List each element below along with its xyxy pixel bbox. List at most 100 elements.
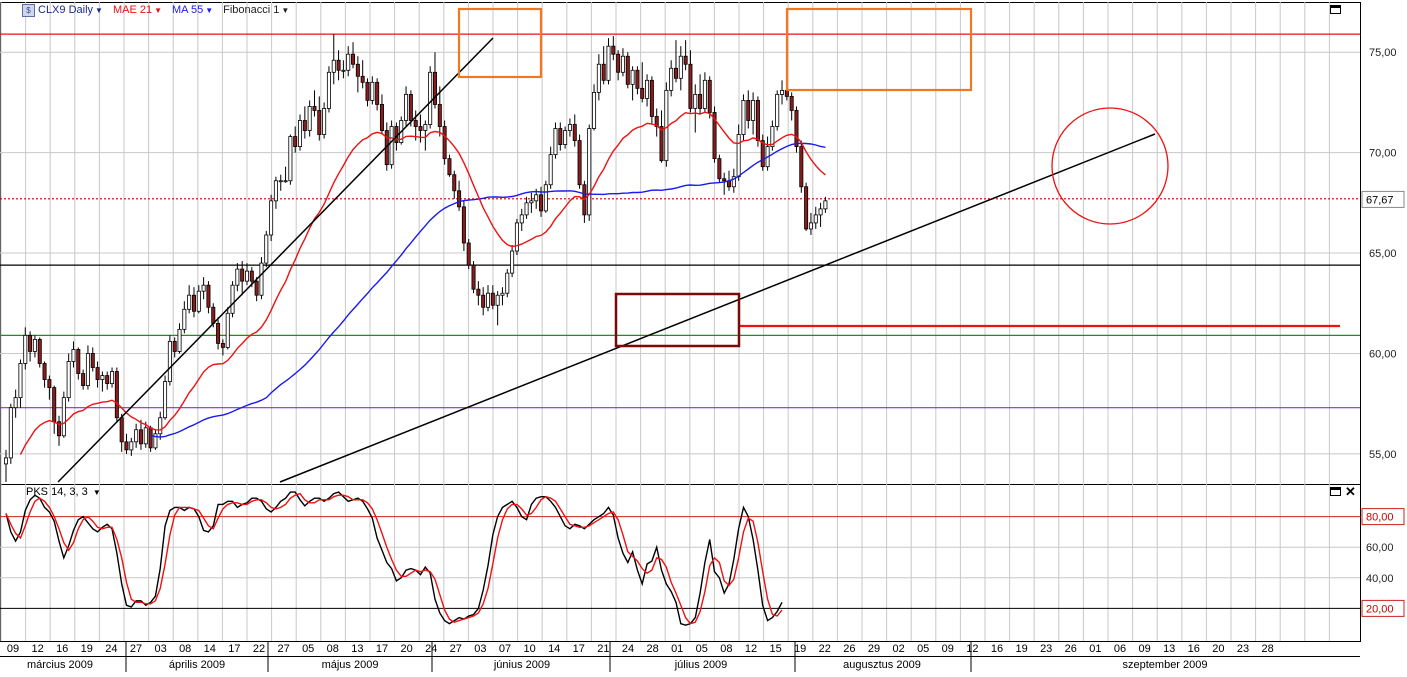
oscillator-tick-label: 80,00 <box>1366 512 1394 524</box>
candle-body <box>688 63 693 109</box>
candle-body <box>61 397 66 437</box>
candle-body <box>211 306 216 324</box>
fibonacci-selector[interactable]: Fibonacci 1 ▼ <box>223 4 289 16</box>
candle-body <box>495 294 500 306</box>
ma-label: MA 55 <box>172 4 204 16</box>
day-tick-label: 07 <box>499 643 511 655</box>
candle-body <box>8 407 13 459</box>
candle-body <box>799 146 804 188</box>
oscillator-close-icon[interactable]: ✕ <box>1345 484 1356 499</box>
price-tick-label: 65,00 <box>1369 248 1397 260</box>
candle-body <box>461 206 466 244</box>
trendline-support <box>279 133 1156 483</box>
candle-body <box>678 55 683 79</box>
candle-body <box>548 154 553 186</box>
day-tick-label: 26 <box>1065 643 1077 655</box>
day-tick-label: 01 <box>671 643 683 655</box>
candle-body <box>259 262 264 296</box>
price-pane-maximize-button[interactable] <box>1330 5 1341 14</box>
candle-body <box>616 53 621 73</box>
day-tick-label: 15 <box>769 643 781 655</box>
candle-body <box>577 140 582 186</box>
candle-body <box>606 45 611 81</box>
symbol-label: CLX9 Daily <box>38 4 94 16</box>
candle-body <box>375 81 380 105</box>
candle-body <box>283 180 288 183</box>
candle-body <box>693 93 698 109</box>
month-label: március 2009 <box>27 659 93 671</box>
candle-body <box>519 214 524 224</box>
oscillator-maximize-button[interactable] <box>1330 487 1341 496</box>
candle-body <box>794 110 799 147</box>
candle-body <box>505 272 510 294</box>
candle-body <box>81 373 86 386</box>
day-tick-label: 13 <box>351 643 363 655</box>
month-label: május 2009 <box>322 659 379 671</box>
candle-body <box>317 110 322 135</box>
candle-body <box>558 128 563 145</box>
candle-body <box>360 75 365 83</box>
day-tick-label: 23 <box>1040 643 1052 655</box>
day-tick-label: 14 <box>204 643 216 655</box>
day-tick-label: 08 <box>327 643 339 655</box>
candle-body <box>770 126 775 148</box>
candle-body <box>216 322 221 344</box>
candle-body <box>524 202 529 216</box>
candle-body <box>196 290 201 312</box>
candle-body <box>167 341 172 382</box>
candle-body <box>760 140 765 168</box>
day-tick-label: 24 <box>425 643 437 655</box>
candle-body <box>47 379 52 389</box>
candle-body <box>741 100 746 135</box>
candle-body <box>114 371 119 419</box>
day-tick-label: 12 <box>966 643 978 655</box>
oscillator-selector[interactable]: PKS 14, 3, 3 ▼ <box>26 486 101 498</box>
candle-body <box>471 264 476 290</box>
trendline-rise <box>57 37 494 483</box>
candle-body <box>664 89 669 162</box>
symbol-selector[interactable]: CLX9 Daily ▼ <box>38 4 103 16</box>
day-tick-label: 09 <box>942 643 954 655</box>
candle-body <box>52 387 57 423</box>
candle-body <box>683 55 688 65</box>
candle-body <box>105 375 110 384</box>
day-tick-label: 17 <box>376 643 388 655</box>
last-price-box <box>1361 190 1405 208</box>
candle-body <box>635 69 640 89</box>
candle-body <box>351 53 356 65</box>
candle-body <box>539 194 544 212</box>
candle-body <box>466 242 471 266</box>
day-tick-label: 05 <box>917 643 929 655</box>
oscillator-title: PKS 14, 3, 3 <box>26 486 88 498</box>
candle-body <box>148 427 153 449</box>
mae-dropdown-icon: ▼ <box>154 5 163 15</box>
candle-body <box>428 71 433 125</box>
day-tick-label: 29 <box>868 643 880 655</box>
day-tick-label: 08 <box>179 643 191 655</box>
candle-body <box>42 363 47 380</box>
candle-body <box>307 106 312 131</box>
day-tick-label: 20 <box>400 643 412 655</box>
candle-body <box>476 288 481 296</box>
candle-body <box>731 176 736 188</box>
candle-body <box>172 341 177 352</box>
stoch-d-line <box>5 492 783 625</box>
candle-body <box>134 429 139 443</box>
day-tick-label: 01 <box>1089 643 1101 655</box>
symbol-dropdown-icon: ▼ <box>95 5 103 15</box>
candle-body <box>780 89 785 95</box>
candle-body <box>293 136 298 148</box>
candle-body <box>712 112 717 160</box>
candle-body <box>85 353 90 386</box>
candle-body <box>71 349 76 362</box>
price-tick-label: 70,00 <box>1369 148 1397 160</box>
candle-body <box>76 349 81 374</box>
ma-indicator-selector[interactable]: MA 55 ▼ <box>172 4 213 16</box>
mae-indicator-selector[interactable]: MAE 21 ▼ <box>113 4 162 16</box>
ma-dropdown-icon: ▼ <box>205 5 214 15</box>
candle-body <box>110 371 115 384</box>
day-tick-label: 17 <box>228 643 240 655</box>
day-tick-label: 21 <box>597 643 609 655</box>
day-tick-label: 03 <box>474 643 486 655</box>
candle-body <box>432 71 437 105</box>
